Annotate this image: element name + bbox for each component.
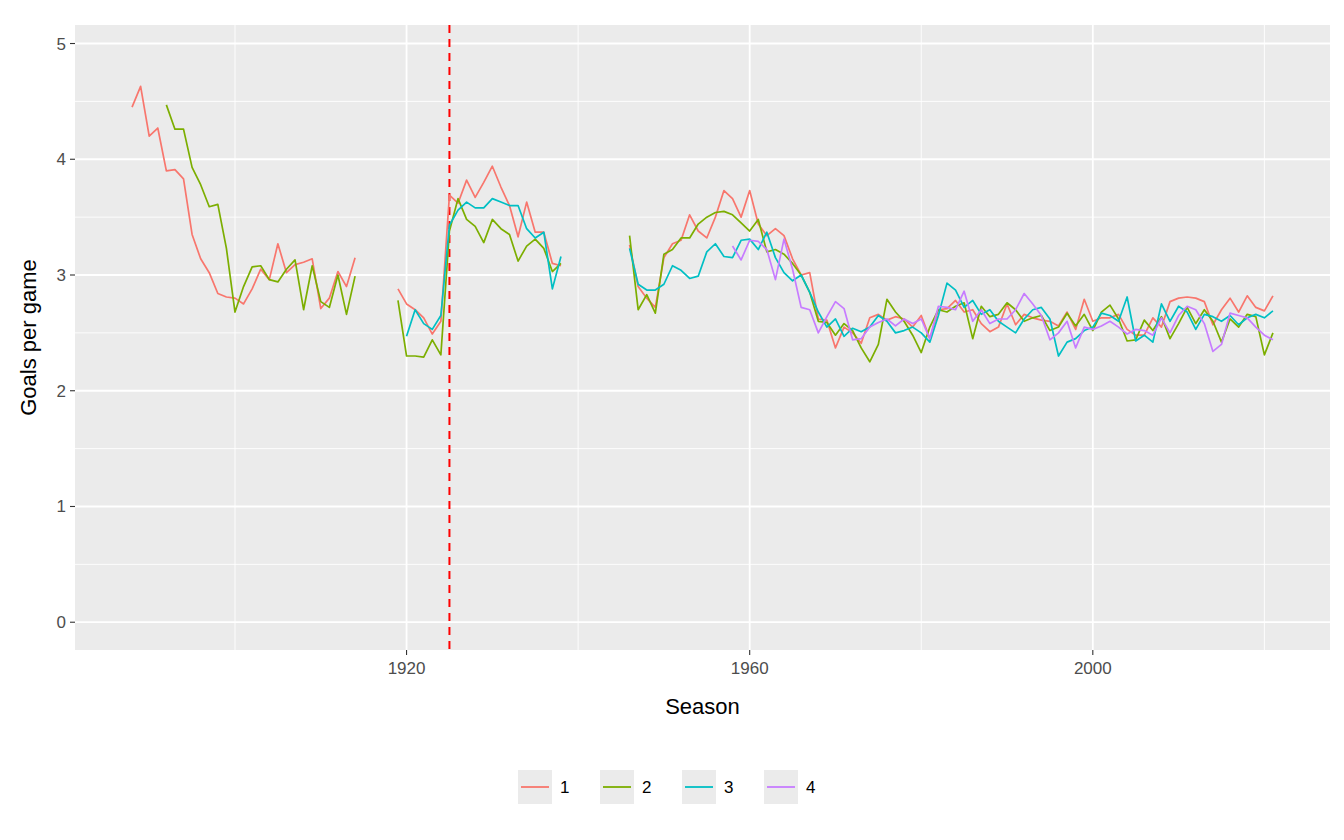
tick-label: 1	[57, 497, 66, 516]
tick-mark	[70, 274, 75, 275]
grid-line	[75, 158, 1330, 160]
minor-grid-line	[75, 448, 1330, 449]
grid-line	[75, 390, 1330, 392]
tick-mark	[749, 650, 750, 655]
minor-grid-line	[75, 564, 1330, 565]
grid-line	[406, 25, 408, 650]
tick-label: 2	[57, 382, 66, 401]
legend-label: 1	[560, 778, 569, 797]
legend-label: 2	[642, 778, 651, 797]
series-line	[166, 105, 1273, 362]
legend-label: 3	[724, 778, 733, 797]
tick-label: 4	[57, 150, 66, 169]
axis-title: Goals per game	[16, 259, 41, 416]
tick-mark	[70, 390, 75, 391]
minor-grid-line	[75, 101, 1330, 102]
series-line	[733, 239, 1273, 351]
legend-key	[600, 770, 634, 804]
chart: 1920 1960 2000 0 1 2 3 4 5 Season Goals per game 1 2…	[0, 0, 1344, 840]
tick-label: 5	[57, 35, 66, 54]
tick-label: 2000	[1074, 659, 1112, 678]
minor-grid-line	[578, 25, 579, 650]
minor-grid-line	[75, 217, 1330, 218]
reference-line	[448, 25, 450, 650]
tick-label: 1960	[731, 659, 769, 678]
tick-mark	[70, 622, 75, 623]
grid-line	[749, 25, 751, 650]
tick-label: 1920	[388, 659, 426, 678]
legend-key	[764, 770, 798, 804]
legend-swatch	[685, 786, 713, 788]
tick-label: 3	[57, 266, 66, 285]
legend-key	[518, 770, 552, 804]
plot-panel	[75, 25, 1330, 650]
legend: 1 2 3 4	[518, 770, 815, 804]
tick-mark	[70, 43, 75, 44]
tick-mark	[70, 506, 75, 507]
series-line	[407, 199, 1273, 356]
grid-line	[1092, 25, 1094, 650]
legend-swatch	[521, 786, 549, 788]
axis-title: Season	[665, 694, 740, 719]
tick-mark	[1092, 650, 1093, 655]
legend-label: 4	[806, 778, 815, 797]
legend-key	[682, 770, 716, 804]
legend-swatch	[767, 786, 795, 788]
grid-line	[75, 506, 1330, 508]
minor-grid-line	[75, 332, 1330, 333]
tick-label: 0	[57, 613, 66, 632]
legend-swatch	[603, 786, 631, 788]
minor-grid-line	[921, 25, 922, 650]
minor-grid-line	[234, 25, 235, 650]
tick-mark	[70, 159, 75, 160]
grid-line	[75, 621, 1330, 623]
grid-line	[75, 274, 1330, 276]
grid-line	[75, 43, 1330, 45]
minor-grid-line	[1264, 25, 1265, 650]
plot-marks	[132, 25, 1273, 650]
tick-mark	[406, 650, 407, 655]
